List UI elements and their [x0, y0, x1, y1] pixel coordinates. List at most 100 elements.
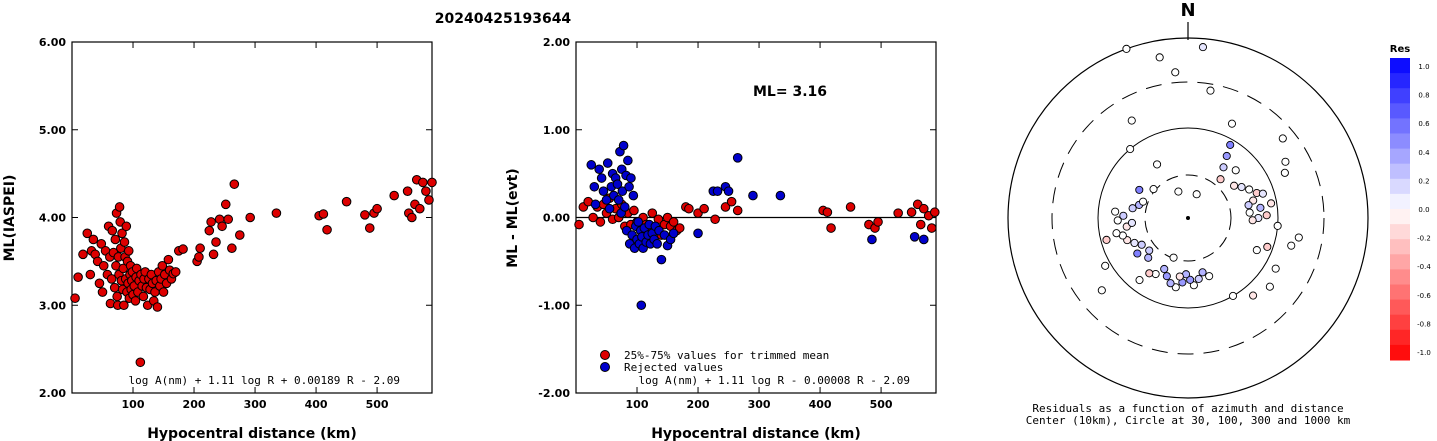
station-point: [1155, 53, 1164, 62]
station-point: [1262, 211, 1271, 220]
data-point: [119, 300, 129, 311]
colorbar-tick-label: 0.6: [1418, 120, 1430, 128]
data-point: [629, 205, 639, 216]
data-point: [414, 203, 425, 214]
data-point: [906, 207, 917, 218]
station-point: [1230, 181, 1239, 190]
data-point: [775, 190, 786, 201]
station-point: [1128, 204, 1137, 213]
station-point: [1256, 203, 1265, 212]
data-point: [926, 223, 937, 233]
colorbar-swatch: [1390, 284, 1410, 301]
legend-accepted-marker: [600, 350, 610, 360]
colorbar-swatch: [1390, 103, 1410, 119]
station-point: [1205, 272, 1214, 281]
station-point: [1189, 281, 1198, 290]
data-point: [893, 208, 903, 218]
data-point: [163, 254, 174, 265]
ml-annotation: ML= 3.16: [753, 84, 827, 100]
data-point: [623, 155, 633, 166]
data-point: [73, 272, 83, 282]
station-point: [1166, 279, 1175, 288]
data-point: [170, 267, 181, 277]
data-point: [601, 195, 612, 205]
colorbar-swatch: [1390, 163, 1410, 180]
data-point: [617, 186, 628, 196]
data-point: [748, 190, 758, 201]
data-point: [157, 260, 168, 271]
station-point: [1149, 185, 1158, 194]
data-point: [647, 208, 658, 218]
colorbar-swatch: [1390, 314, 1410, 331]
station-point: [1271, 264, 1280, 273]
y-tick-label: -2.00: [538, 387, 570, 400]
data-point: [598, 186, 609, 196]
station-point: [1135, 276, 1144, 285]
station-point: [1139, 197, 1148, 206]
data-point: [723, 186, 734, 196]
station-point: [1127, 218, 1137, 227]
residual-xlabel: Hypocentral distance (km): [651, 426, 861, 441]
station-point: [1133, 249, 1142, 258]
residual-ylabel: ML - ML(evt): [505, 168, 521, 267]
data-point: [712, 186, 723, 196]
legend-rejected-label: Rejected values: [624, 361, 723, 374]
magnitude-ylabel: ML(IASPEI): [2, 175, 18, 262]
station-point: [1226, 140, 1235, 149]
colorbar-swatch: [1390, 344, 1410, 361]
data-point: [918, 234, 929, 245]
colorbar-tick-label: -0.8: [1417, 320, 1431, 328]
data-point: [114, 202, 125, 212]
station-point: [1174, 187, 1183, 196]
data-point: [107, 225, 118, 236]
data-point: [586, 160, 597, 170]
data-point: [720, 202, 731, 212]
colorbar-tick-label: 0.2: [1418, 177, 1429, 185]
data-point: [407, 212, 417, 223]
station-point: [1231, 166, 1240, 175]
ring-100km: [1097, 127, 1279, 309]
y-tick-label: 2.00: [543, 36, 570, 49]
data-point: [217, 221, 227, 232]
data-point: [726, 196, 737, 207]
data-point: [158, 287, 169, 297]
station-point: [1245, 185, 1254, 194]
colorbar-title: Res: [1390, 44, 1410, 55]
data-point: [699, 203, 709, 214]
data-point: [271, 208, 282, 218]
station-point: [1252, 246, 1261, 255]
x-tick-label: 200: [687, 398, 710, 411]
data-point: [360, 210, 370, 220]
data-point: [929, 207, 940, 218]
station-point: [1281, 157, 1290, 166]
data-point: [867, 234, 877, 245]
x-tick-label: 100: [626, 398, 649, 411]
x-tick-label: 100: [122, 398, 145, 411]
station-point: [1287, 241, 1296, 250]
station-point: [1130, 238, 1139, 248]
data-point: [106, 274, 117, 284]
data-point: [918, 203, 929, 214]
data-point: [227, 243, 237, 254]
station-point: [1219, 163, 1228, 172]
station-point: [1263, 242, 1272, 251]
colorbar-tick-label: 0.4: [1418, 149, 1430, 157]
data-point: [613, 195, 624, 205]
station-point: [1192, 190, 1201, 199]
data-point: [873, 217, 883, 227]
data-point: [418, 177, 428, 188]
data-point: [194, 252, 204, 262]
data-point: [117, 228, 127, 239]
data-point: [322, 224, 332, 235]
epicenter-dot: [1186, 216, 1190, 220]
figure-title: 20240425193644: [435, 11, 572, 27]
data-point: [178, 244, 188, 254]
data-point: [204, 225, 215, 236]
residual-points: [574, 140, 940, 311]
colorbar-swatch: [1390, 224, 1410, 240]
x-tick-label: 500: [870, 398, 893, 411]
azimuth-caption-1: Residuals as a function of azimuth and d…: [1032, 402, 1343, 415]
data-point: [612, 179, 623, 189]
data-point: [602, 158, 613, 168]
data-point: [620, 202, 630, 212]
